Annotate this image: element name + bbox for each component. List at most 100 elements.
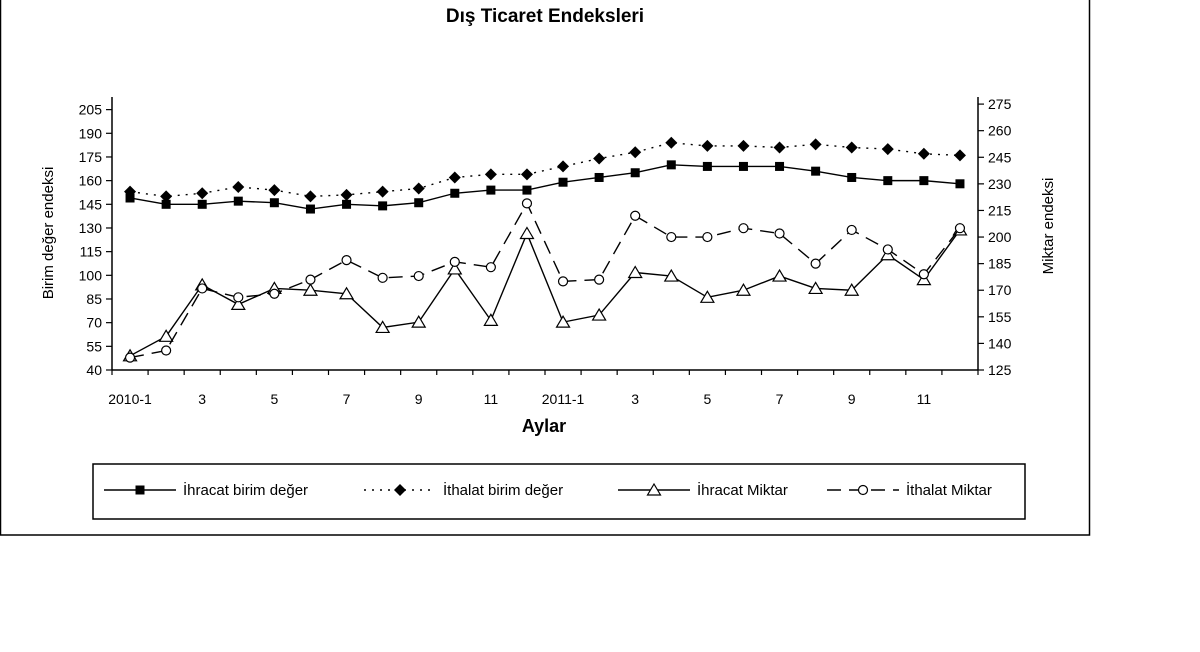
data-point-diamond <box>376 185 389 198</box>
data-point-circle <box>846 224 857 236</box>
x-tick-label: 7 <box>343 391 351 407</box>
legend-item: İthalat birim değer <box>364 481 563 499</box>
x-tick-label: 9 <box>848 391 856 407</box>
data-point-square <box>269 198 279 208</box>
data-point-diamond <box>701 139 714 152</box>
data-point-square <box>161 199 171 209</box>
data-point-diamond <box>881 143 894 156</box>
left-tick-label: 115 <box>80 244 103 260</box>
x-tick-label: 11 <box>484 391 499 407</box>
data-point-circle <box>305 274 316 285</box>
data-point-triangle <box>302 283 319 296</box>
data-point-square <box>666 160 676 170</box>
right-tick-label: 230 <box>988 176 1012 192</box>
data-point-diamond <box>448 171 461 184</box>
data-point-circle <box>702 231 713 243</box>
right-axis-ticks: 125 140 155 170 185 200 215 230 245 260 275 <box>978 96 1012 378</box>
legend-item: İhracat birim değer <box>104 481 308 499</box>
data-point-triangle <box>646 482 662 496</box>
data-point-circle <box>377 272 388 283</box>
data-point-triangle <box>338 286 355 300</box>
legend-label: İhracat birim değer <box>183 481 308 499</box>
x-tick-label: 3 <box>631 391 639 407</box>
left-axis-ticks: 40 55 70 85 100 115 130 145 160 175 190 205 <box>79 102 112 378</box>
data-point-square <box>738 161 748 171</box>
series-4 <box>124 198 966 363</box>
data-point-triangle <box>483 313 499 326</box>
x-axis-ticks: 2010-1 3 5 7 9 11 2011-1 3 5 7 9 11 <box>108 370 979 407</box>
data-point-square <box>775 161 785 171</box>
data-point-diamond <box>304 190 317 203</box>
data-point-diamond <box>340 188 353 201</box>
data-point-triangle <box>771 268 788 282</box>
chart-title: Dış Ticaret Endeksleri <box>446 6 644 27</box>
data-point-circle <box>882 244 893 255</box>
data-point-circle <box>666 231 677 243</box>
data-point-triangle <box>735 283 752 296</box>
data-point-circle <box>233 292 244 303</box>
series-group <box>122 136 968 363</box>
series-2 <box>124 136 966 203</box>
x-tick-label: 5 <box>703 391 711 407</box>
x-tick-label: 11 <box>917 391 932 407</box>
data-point-diamond <box>232 180 245 193</box>
series-line <box>129 201 961 359</box>
data-point-square <box>135 485 145 495</box>
data-point-diamond <box>196 187 209 200</box>
data-point-triangle <box>663 268 679 282</box>
data-point-diamond <box>917 147 930 160</box>
data-point-circle <box>269 288 280 299</box>
data-point-circle <box>161 345 172 356</box>
right-tick-label: 125 <box>988 362 1012 378</box>
data-point-diamond <box>593 152 606 165</box>
data-point-triangle <box>375 320 391 334</box>
data-point-diamond <box>557 160 570 173</box>
left-tick-label: 70 <box>86 315 102 331</box>
right-tick-label: 140 <box>988 335 1012 351</box>
data-point-diamond <box>268 184 281 197</box>
x-tick-label: 9 <box>415 391 423 407</box>
data-point-circle <box>341 254 352 266</box>
legend-box <box>92 463 1026 520</box>
data-point-diamond <box>629 146 642 159</box>
x-tick-label: 2010-1 <box>108 391 152 407</box>
data-point-circle <box>810 258 821 269</box>
right-tick-label: 215 <box>988 202 1012 218</box>
x-tick-label: 3 <box>198 391 206 407</box>
data-point-triangle <box>519 226 535 240</box>
data-point-diamond <box>412 182 425 195</box>
data-point-square <box>378 201 388 211</box>
data-point-diamond <box>809 138 822 151</box>
data-point-square <box>883 176 893 186</box>
data-point-square <box>558 177 568 187</box>
series-line <box>129 164 961 210</box>
data-point-triangle <box>411 314 427 328</box>
data-point-square <box>522 185 532 195</box>
data-point-square <box>450 188 460 198</box>
right-tick-label: 170 <box>988 282 1012 298</box>
data-point-square <box>811 166 821 176</box>
data-point-square <box>702 161 712 171</box>
x-tick-label: 7 <box>776 391 784 407</box>
data-point-square <box>342 199 352 209</box>
data-point-triangle <box>230 297 246 311</box>
legend-label: İhracat Miktar <box>697 481 788 499</box>
data-point-square <box>847 172 857 182</box>
data-point-diamond <box>953 149 966 162</box>
data-point-diamond <box>845 141 858 154</box>
legend: İhracat birim değer İthalat birim değer İh… <box>92 463 1026 520</box>
data-point-circle <box>197 283 208 294</box>
left-tick-label: 145 <box>79 196 103 212</box>
data-point-circle <box>594 274 605 285</box>
data-point-square <box>233 196 243 206</box>
data-point-circle <box>918 269 929 280</box>
chart-border <box>0 0 1091 536</box>
data-point-diamond <box>484 168 497 181</box>
data-point-circle <box>774 228 785 239</box>
left-tick-label: 175 <box>79 149 103 165</box>
data-point-diamond <box>665 136 678 149</box>
data-point-triangle <box>158 329 174 342</box>
right-tick-label: 155 <box>988 309 1012 325</box>
data-point-square <box>955 179 965 189</box>
